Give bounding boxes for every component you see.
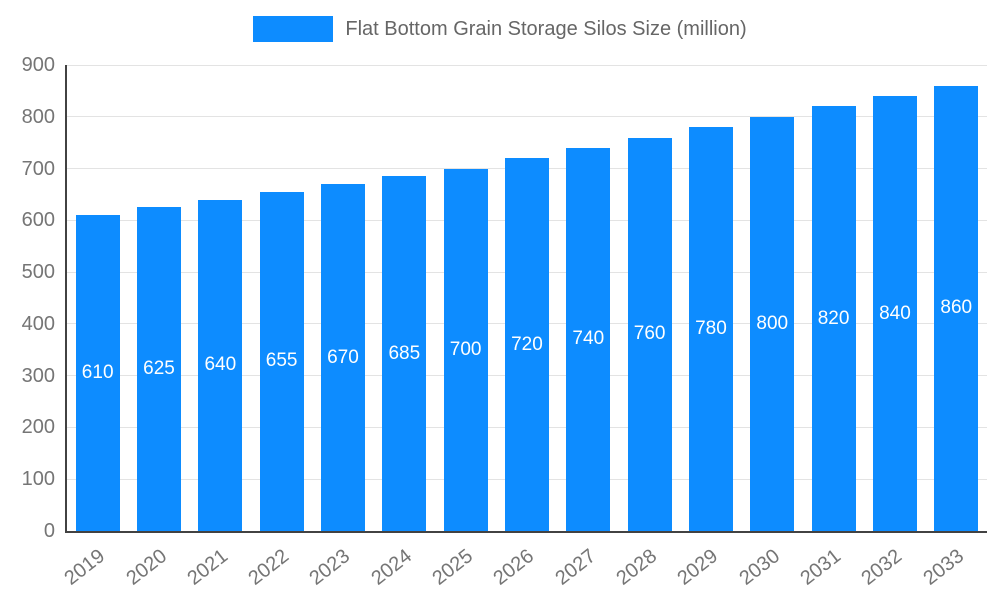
- x-tick-slot: 2019: [61, 535, 126, 597]
- bar-2023: 670: [320, 184, 365, 531]
- x-axis: 2019 2020 2021 2022 2023 2024 2025 2026 2027 2028…: [61, 535, 985, 597]
- bar-slot: 820: [803, 65, 864, 531]
- bar-value-label: 685: [388, 342, 421, 364]
- bar-value-label: 760: [633, 323, 666, 345]
- bar-2025: 700: [443, 168, 488, 531]
- x-tick-slot: 2029: [674, 535, 739, 597]
- x-tick-slot: 2021: [183, 535, 249, 597]
- x-tick-slot: 2033: [919, 535, 985, 597]
- bar-2020: 625: [136, 207, 181, 531]
- bar-2022: 655: [259, 191, 304, 531]
- bar-slot: 740: [558, 65, 619, 531]
- bar-2019: 610: [75, 215, 120, 531]
- bar-2021: 640: [198, 199, 243, 531]
- legend-swatch-icon: [253, 16, 334, 42]
- bar-value-label: 820: [817, 307, 850, 329]
- legend-label: Flat Bottom Grain Storage Silos Size (mi…: [345, 17, 747, 40]
- bar-value-label: 780: [695, 318, 727, 340]
- y-tick-label: 900: [21, 54, 55, 76]
- x-tick-slot: 2028: [613, 535, 678, 597]
- bar-slot: 685: [374, 65, 435, 531]
- bar-2033: 860: [934, 85, 979, 531]
- x-tick-slot: 2025: [429, 535, 494, 597]
- bar-value-label: 700: [449, 338, 482, 360]
- bar-2030: 800: [750, 116, 795, 531]
- y-tick-label: 200: [21, 416, 55, 439]
- bar-slot: 800: [742, 65, 803, 531]
- bar-2024: 685: [382, 176, 427, 531]
- x-tick-slot: 2027: [551, 535, 617, 597]
- bar-value-label: 860: [940, 297, 973, 319]
- chart-legend[interactable]: Flat Bottom Grain Storage Silos Size (mi…: [0, 16, 1000, 42]
- bar-value-label: 655: [265, 350, 298, 372]
- x-tick-slot: 2026: [490, 535, 555, 597]
- bar-2027: 740: [566, 147, 611, 531]
- x-tick-slot: 2020: [122, 535, 187, 597]
- x-tick-label: 2021: [183, 545, 232, 590]
- bar-slot: 780: [680, 65, 741, 531]
- x-tick-label: 2025: [428, 545, 478, 590]
- x-tick-slot: 2031: [797, 535, 862, 597]
- x-tick-label: 2019: [60, 545, 110, 590]
- bar-slot: 860: [926, 65, 987, 531]
- bar-value-label: 610: [81, 362, 114, 384]
- y-tick-label: 0: [43, 520, 55, 542]
- bar-value-label: 840: [879, 302, 911, 324]
- x-tick-label: 2033: [919, 545, 968, 590]
- bar-value-label: 625: [143, 358, 175, 380]
- bar-slot: 655: [251, 65, 312, 531]
- bar-value-label: 720: [511, 333, 543, 355]
- bar-value-label: 800: [756, 312, 789, 334]
- bar-2026: 720: [504, 158, 549, 531]
- y-tick-label: 100: [21, 468, 55, 491]
- x-tick-slot: 2022: [245, 535, 310, 597]
- x-tick-label: 2031: [796, 545, 846, 590]
- bar-2028: 760: [627, 137, 672, 531]
- bar-slot: 640: [190, 65, 251, 531]
- y-tick-label: 400: [21, 312, 55, 335]
- x-tick-slot: 2023: [306, 535, 371, 597]
- bar-2031: 820: [811, 106, 856, 531]
- plot-area: 610 625 640 655 670 685 700 720 740 760 780 800 820 8…: [65, 64, 987, 533]
- bar-slot: 625: [128, 65, 189, 531]
- y-tick-label: 800: [21, 105, 55, 128]
- bar-2029: 780: [688, 127, 733, 531]
- y-tick-label: 500: [21, 261, 55, 284]
- y-tick-label: 300: [21, 364, 55, 387]
- y-tick-label: 700: [21, 157, 55, 180]
- bar-slot: 670: [312, 65, 373, 531]
- x-tick-slot: 2030: [735, 535, 801, 597]
- gridline: [67, 64, 987, 66]
- x-tick-label: 2029: [673, 545, 723, 590]
- bar-value-label: 740: [572, 328, 605, 350]
- x-tick-label: 2030: [735, 545, 784, 590]
- bar-value-label: 670: [327, 346, 359, 368]
- x-tick-label: 2023: [305, 545, 355, 590]
- x-tick-label: 2027: [551, 545, 600, 590]
- x-tick-slot: 2024: [367, 535, 433, 597]
- bar-slot: 760: [619, 65, 680, 531]
- x-tick-label: 2024: [367, 545, 416, 590]
- bar-slot: 720: [496, 65, 557, 531]
- x-tick-label: 2028: [612, 545, 662, 590]
- y-axis: 0 100 200 300 400 500 600 700 800 900: [0, 54, 55, 542]
- bar-slot: 840: [864, 65, 925, 531]
- x-tick-label: 2026: [489, 545, 539, 590]
- x-tick-label: 2020: [121, 545, 171, 590]
- x-tick-label: 2022: [244, 545, 294, 590]
- bar-2032: 840: [872, 96, 917, 531]
- x-tick-slot: 2032: [858, 535, 923, 597]
- bar-slot: 700: [435, 65, 496, 531]
- bar-slot: 610: [67, 65, 128, 531]
- bar-value-label: 640: [204, 354, 237, 376]
- y-tick-label: 600: [21, 209, 55, 232]
- bars-container: 610 625 640 655 670 685 700 720 740 760 780 800 820 8…: [67, 65, 987, 531]
- gridline: [67, 116, 987, 118]
- x-tick-label: 2032: [857, 545, 907, 590]
